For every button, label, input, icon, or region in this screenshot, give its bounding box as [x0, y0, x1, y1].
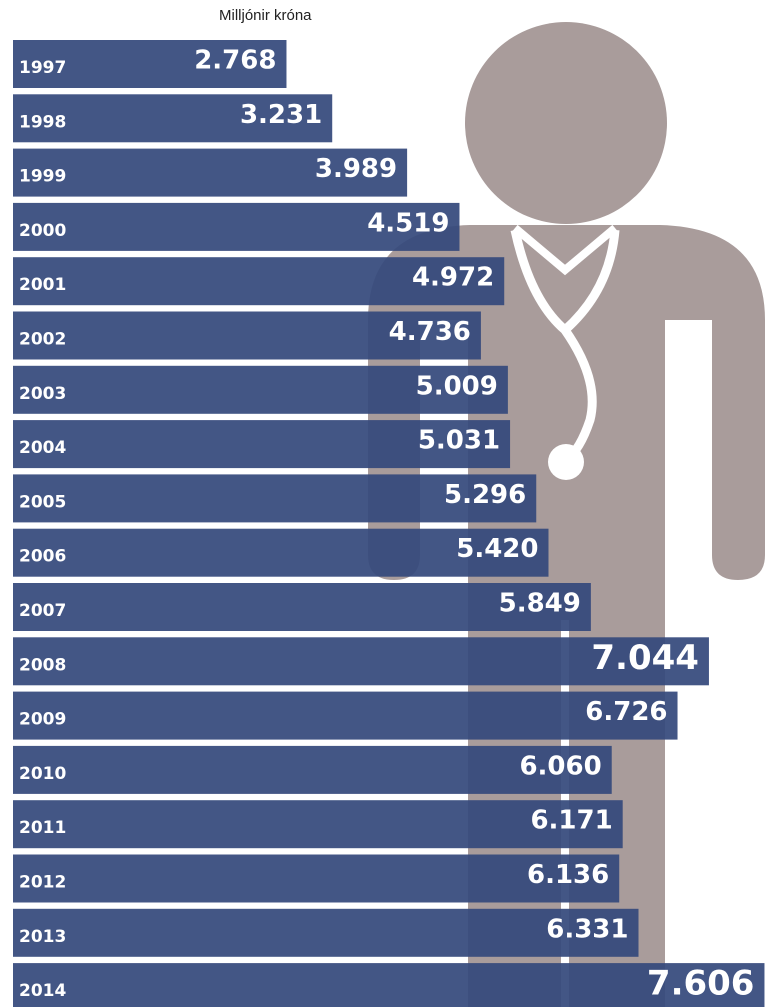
- value-label: 5.296: [444, 480, 526, 510]
- value-label: 3.989: [315, 154, 397, 184]
- category-label: 2000: [19, 221, 66, 241]
- chart-title: Milljónir króna: [219, 7, 312, 24]
- category-label: 2010: [19, 764, 66, 784]
- value-label: 2.768: [194, 46, 276, 76]
- value-label: 7.044: [591, 638, 699, 678]
- category-label: 2006: [19, 547, 66, 567]
- category-label: 2003: [19, 384, 66, 404]
- category-label: 2002: [19, 330, 66, 350]
- category-label: 2011: [19, 818, 66, 838]
- category-label: 2012: [19, 873, 66, 893]
- category-label: 2009: [19, 710, 66, 730]
- category-label: 1998: [19, 112, 66, 132]
- category-label: 2008: [19, 655, 66, 675]
- value-label: 5.849: [499, 589, 581, 619]
- category-label: 2007: [19, 601, 66, 621]
- category-label: 2005: [19, 492, 66, 512]
- value-label: 5.009: [416, 371, 498, 401]
- bar: [13, 909, 639, 957]
- value-label: 5.420: [456, 534, 538, 564]
- chart: Milljónir króna 1997 2.768 1998 3.231 1999 3.…: [0, 0, 776, 1007]
- category-label: 1997: [19, 58, 66, 78]
- value-label: 3.231: [240, 100, 322, 130]
- value-label: 6.331: [546, 914, 628, 944]
- value-label: 6.060: [519, 751, 601, 781]
- value-label: 4.972: [412, 263, 494, 293]
- category-label: 2001: [19, 275, 66, 295]
- value-label: 6.171: [530, 806, 612, 836]
- bar: [13, 692, 678, 740]
- category-label: 1999: [19, 167, 66, 187]
- value-label: 4.736: [389, 317, 471, 347]
- value-label: 7.606: [647, 964, 755, 1004]
- value-label: 6.726: [585, 697, 667, 727]
- value-label: 4.519: [367, 208, 449, 238]
- category-label: 2004: [19, 438, 66, 458]
- value-label: 6.136: [527, 860, 609, 890]
- value-label: 5.031: [418, 426, 500, 456]
- category-label: 2013: [19, 927, 66, 947]
- category-label: 2014: [19, 981, 66, 1001]
